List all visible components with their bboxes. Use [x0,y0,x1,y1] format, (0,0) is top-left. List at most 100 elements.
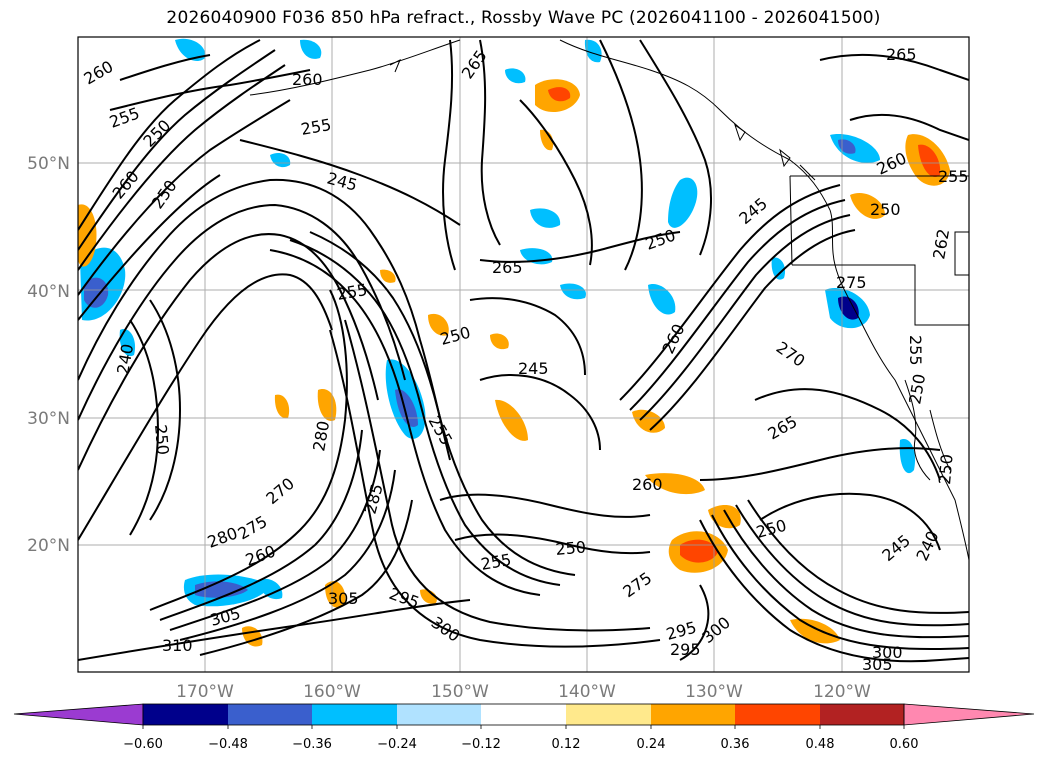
contour-line [78,99,291,296]
shade-patch [645,473,705,495]
lat-label: 30°N [27,409,70,429]
shade-patch [850,192,885,219]
shade-patch [270,153,291,168]
contour-line [78,39,261,231]
contour-line [78,49,276,251]
contour-line [149,299,182,521]
colorbar-segment [820,704,904,725]
contour-line [179,469,396,641]
colorbar-segment [228,704,312,725]
contour-line [329,329,661,648]
contour-line [819,53,969,81]
colorbar-tick-label: −0.12 [461,737,501,752]
lon-label: 130°W [685,682,743,702]
contour-label: 250 [555,537,587,559]
contour-line [149,289,348,611]
colorbar-segment [143,704,228,725]
lon-label: 160°W [303,682,361,702]
contour-line [119,54,211,81]
shade-patch [428,313,449,336]
shade-patch [771,257,786,280]
contour-line [78,64,286,271]
contour-label: 250 [935,453,957,485]
colorbar-ticks [142,725,905,729]
contour-line [679,584,710,661]
coastlines [249,39,969,561]
contour-line [711,514,969,651]
map-title: 2026040900 F036 850 hPa refract., Rossby… [166,8,881,28]
contour-label: 260 [632,475,663,494]
latitude-labels: 50°N 40°N 30°N 20°N [27,154,70,556]
shade-patch [300,39,322,59]
contour-line [109,69,311,111]
colorbar-tick-label: 0.48 [806,737,835,752]
contour-line [479,231,681,263]
contour-line [479,374,601,451]
contour-label: 275 [836,273,867,292]
colorbar-segment [481,704,566,725]
shade-patch [790,618,840,644]
lat-label: 20°N [27,536,70,556]
colorbar-tick-label: 0.12 [552,737,581,752]
shade-patch [540,129,554,151]
shade-patch [530,208,561,228]
shade-patch [380,269,396,283]
contour-label: 250 [870,200,901,219]
contour-line [599,39,643,271]
contour-line [849,113,969,141]
contour-line [78,203,406,421]
colorbar-segment [397,704,481,725]
colorbar-tick-label: −0.24 [377,737,417,752]
shade-patch [119,329,136,357]
shade-patch [274,394,290,419]
shade-patch [325,581,346,608]
contour-line [169,449,381,631]
shade-patch [175,38,206,61]
colorbar-tick-label: −0.36 [292,737,332,752]
contour-line [699,519,969,663]
shade-patch [258,578,283,600]
contour-line [78,233,379,471]
contour-line [78,273,333,541]
lat-label: 40°N [27,282,70,302]
contour-label: 250 [151,424,173,456]
shade-patch [84,277,109,308]
contour-line [159,429,363,621]
contour-line [479,39,501,246]
shade-patch [918,144,941,177]
contour-line [289,239,561,586]
contour-line [754,388,941,481]
shade-patch [420,589,437,604]
coastline-baja [904,379,951,481]
contour-line [619,184,841,401]
lon-label: 170°W [176,682,234,702]
map-frame [78,37,969,672]
contour-line [269,249,541,596]
contour-label: 260 [292,70,323,89]
contour-line [78,599,471,661]
contour-line [439,493,651,518]
contour-line [309,231,576,576]
contour-line [129,319,160,536]
contour-label: 295 [670,640,701,659]
shade-patch [584,39,602,63]
contour-line [78,178,451,461]
contour-line [442,39,456,271]
lon-label: 150°W [431,682,489,702]
shade-patch [648,284,676,315]
contour-label: 305 [328,589,359,608]
colorbar-segment [651,704,735,725]
colorbar-tick-labels: −0.60 −0.48 −0.36 −0.24 −0.12 0.12 0.24 … [123,737,918,752]
contour-line [199,499,413,656]
contour-line [699,447,941,481]
lat-label: 50°N [27,154,70,174]
shade-patch [490,333,509,350]
coastline-islands [734,123,816,181]
colorbar-tick-label: 0.60 [890,737,919,752]
shaded-anomalies [78,38,950,647]
colorbar-segment [735,704,820,725]
contour-line [454,533,651,555]
colorbar-outline [142,703,905,726]
colorbar-extend-left [13,703,144,726]
